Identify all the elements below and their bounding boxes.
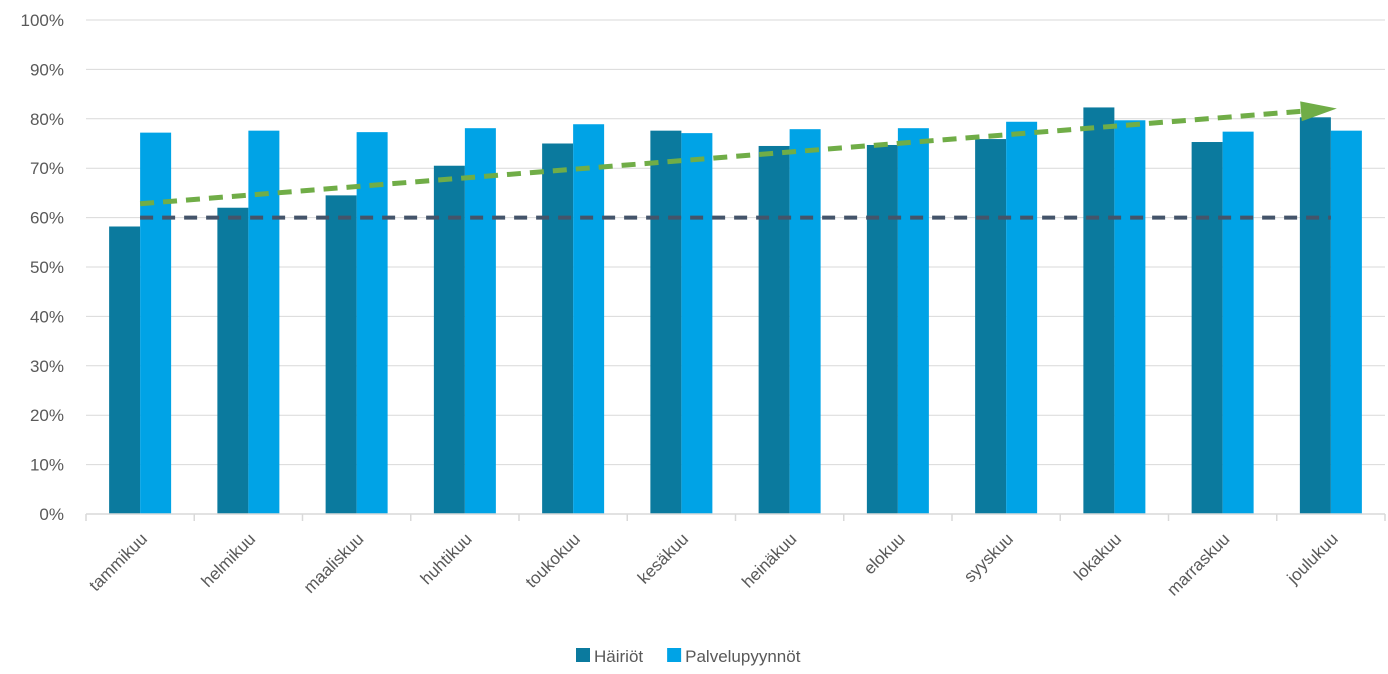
y-tick-label: 40% [30,307,64,326]
bar-hairiot [650,130,682,514]
bar-palvelupyynnot [140,132,172,514]
x-tick-label: tammikuu [85,529,151,595]
bar-palvelupyynnot [1114,120,1146,515]
y-axis-tick-labels: 0% 10% 20% 30% 40% 50% 60% 70% 80% 90% 100% [21,11,64,524]
y-tick-label: 50% [30,258,64,277]
y-tick-label: 80% [30,110,64,129]
legend-label: Palvelupyynnöt [685,647,801,666]
bar-palvelupyynnot [681,133,713,514]
bar-hairiot [433,165,465,515]
x-tick-label: toukokuu [522,529,584,591]
bar-hairiot [1299,117,1331,515]
bar-hairiot [975,139,1007,514]
x-tick-label: syyskuu [960,529,1017,586]
x-tick-label: maaliskuu [300,529,368,597]
x-tick-label: helmikuu [198,529,260,591]
y-tick-label: 20% [30,406,64,425]
bar-hairiot [542,143,574,514]
y-tick-label: 100% [21,11,64,30]
x-tick-label: kesäkuu [634,529,692,587]
gridlines [86,19,1385,466]
bar-palvelupyynnot [356,132,388,514]
y-tick-label: 60% [30,209,64,228]
y-tick-label: 0% [39,505,64,524]
trend-arrow-head [1300,101,1337,122]
bar-palvelupyynnot [464,128,496,514]
x-axis-tick-labels: tammikuu helmikuu maaliskuu huhtikuu toukoku… [85,529,1341,599]
y-tick-label: 10% [30,456,64,475]
x-tick-label: huhtikuu [417,529,476,588]
legend: Häiriöt Palvelupyynnöt [576,647,801,666]
y-tick-label: 90% [30,60,64,79]
x-tick-label: elokuu [860,529,909,578]
x-tick-label: joulukuu [1283,529,1342,588]
trend-arrow-line [139,108,1302,207]
bars [109,107,1362,515]
bar-palvelupyynnot [789,129,821,514]
x-tick-label: heinäkuu [738,529,800,591]
bar-palvelupyynnot [1222,131,1254,515]
y-tick-label: 70% [30,159,64,178]
reference-lines [139,101,1337,220]
bar-palvelupyynnot [248,130,280,514]
x-tick-label: marraskuu [1163,529,1233,599]
bar-hairiot [109,226,141,514]
bar-hairiot [217,207,249,514]
legend-swatch [667,648,682,662]
bar-hairiot [758,145,790,514]
legend-swatch [576,648,590,662]
bar-palvelupyynnot [573,124,605,514]
bar-palvelupyynnot [1006,121,1038,514]
bar-palvelupyynnot [1330,130,1362,514]
bar-hairiot [325,195,357,514]
bar-palvelupyynnot [897,128,929,514]
bar-hairiot [1083,107,1115,515]
y-tick-label: 30% [30,357,64,376]
bar-hairiot [1191,142,1223,514]
legend-label: Häiriöt [594,647,643,666]
bar-hairiot [866,144,898,514]
x-tick-label: lokakuu [1070,529,1125,584]
x-axis [85,513,1386,521]
